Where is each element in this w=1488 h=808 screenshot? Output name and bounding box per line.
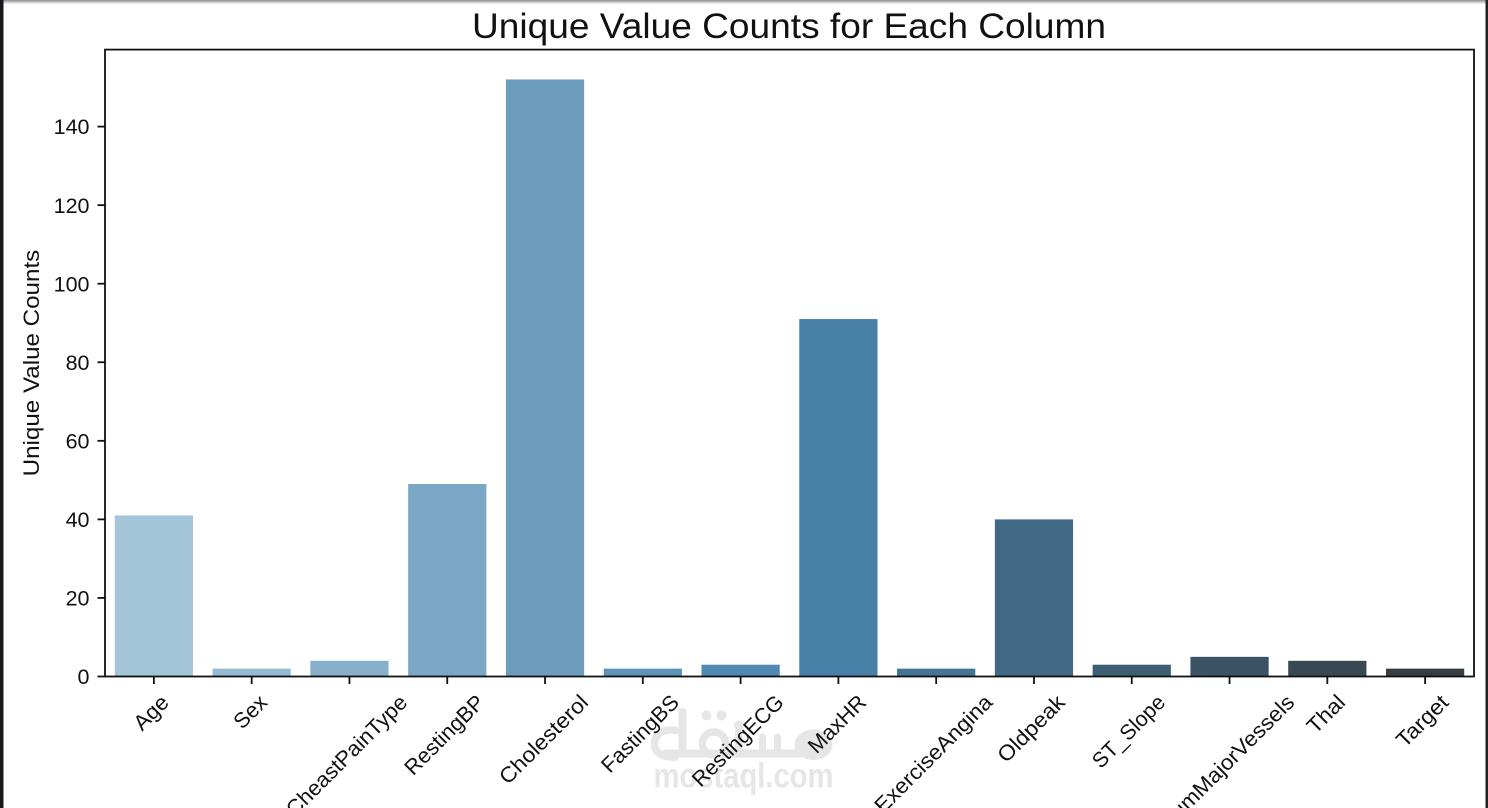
svg-text:140: 140: [54, 115, 90, 139]
svg-text:40: 40: [66, 508, 90, 532]
svg-text:mostaql.com: mostaql.com: [654, 757, 834, 796]
svg-text:Unique Value Counts for Each C: Unique Value Counts for Each Column: [472, 6, 1106, 46]
svg-text:100: 100: [54, 272, 90, 296]
svg-text:80: 80: [66, 351, 90, 375]
svg-text:120: 120: [54, 194, 90, 218]
svg-text:60: 60: [66, 429, 90, 453]
svg-text:Unique Value Counts: Unique Value Counts: [19, 250, 44, 477]
svg-text:0: 0: [78, 665, 90, 689]
svg-text:20: 20: [66, 587, 90, 611]
